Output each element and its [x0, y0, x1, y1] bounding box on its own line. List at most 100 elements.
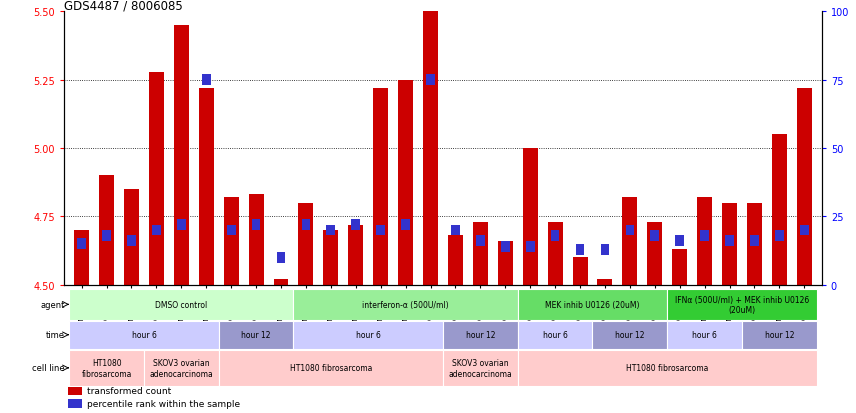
Bar — [626, 225, 634, 236]
Bar — [448, 236, 463, 285]
Text: hour 12: hour 12 — [466, 330, 495, 339]
Bar — [423, 12, 438, 285]
Bar — [218, 350, 443, 386]
Bar — [74, 230, 89, 285]
Bar — [550, 230, 560, 241]
Text: SKOV3 ovarian
adenocarcinoma: SKOV3 ovarian adenocarcinoma — [449, 358, 512, 377]
Bar — [301, 220, 310, 230]
Text: MEK inhib U0126 (20uM): MEK inhib U0126 (20uM) — [545, 300, 639, 309]
Bar — [373, 89, 388, 285]
Bar — [199, 89, 214, 285]
Bar — [69, 350, 144, 386]
Bar — [124, 190, 139, 285]
Bar — [597, 280, 612, 285]
Bar — [276, 252, 285, 263]
Bar — [274, 280, 288, 285]
Bar — [443, 321, 518, 349]
Bar — [68, 399, 81, 408]
Bar — [473, 222, 488, 285]
Text: time: time — [45, 330, 65, 339]
Text: HT1080 fibrosarcoma: HT1080 fibrosarcoma — [626, 363, 709, 373]
Text: hour 6: hour 6 — [132, 330, 157, 339]
Bar — [501, 241, 509, 252]
Bar — [697, 198, 712, 285]
Bar — [498, 241, 513, 285]
Bar — [750, 236, 758, 247]
Bar — [68, 387, 81, 395]
Bar — [800, 225, 809, 236]
Text: hour 6: hour 6 — [693, 330, 717, 339]
Bar — [668, 321, 742, 349]
Bar — [772, 135, 787, 285]
Text: agent: agent — [40, 300, 65, 309]
Text: interferon-α (500U/ml): interferon-α (500U/ml) — [362, 300, 449, 309]
Bar — [294, 289, 518, 320]
Text: HT1080 fibrosarcoma: HT1080 fibrosarcoma — [289, 363, 372, 373]
Text: HT1080
fibrosarcoma: HT1080 fibrosarcoma — [81, 358, 132, 377]
Bar — [426, 75, 435, 86]
Text: hour 12: hour 12 — [615, 330, 645, 339]
Bar — [149, 72, 163, 285]
Bar — [326, 225, 336, 236]
Bar — [518, 321, 592, 349]
Text: transformed count: transformed count — [87, 387, 171, 395]
Bar — [647, 222, 663, 285]
Bar — [443, 350, 518, 386]
Bar — [518, 289, 668, 320]
Text: hour 12: hour 12 — [241, 330, 270, 339]
Bar — [128, 236, 136, 247]
Bar — [401, 220, 410, 230]
Bar — [69, 321, 218, 349]
Bar — [223, 198, 239, 285]
Bar — [651, 230, 659, 241]
Bar — [518, 350, 817, 386]
Bar — [797, 89, 811, 285]
Bar — [742, 321, 817, 349]
Bar — [294, 321, 443, 349]
Bar — [601, 244, 609, 255]
Text: hour 6: hour 6 — [543, 330, 568, 339]
Bar — [152, 225, 161, 236]
Bar — [668, 289, 817, 320]
Bar — [377, 225, 385, 236]
Text: GDS4487 / 8006085: GDS4487 / 8006085 — [64, 0, 183, 12]
Text: hour 12: hour 12 — [764, 330, 794, 339]
Bar — [526, 241, 534, 252]
Bar — [174, 26, 189, 285]
Bar — [700, 230, 709, 241]
Bar — [102, 230, 111, 241]
Bar — [672, 249, 687, 285]
Bar — [299, 203, 313, 285]
Bar — [77, 239, 86, 249]
Text: cell line: cell line — [32, 363, 65, 373]
Bar — [348, 225, 363, 285]
Bar — [523, 149, 538, 285]
Bar — [725, 236, 734, 247]
Bar — [99, 176, 114, 285]
Bar — [592, 321, 668, 349]
Text: percentile rank within the sample: percentile rank within the sample — [87, 399, 240, 408]
Bar — [747, 203, 762, 285]
Bar — [69, 289, 294, 320]
Text: DMSO control: DMSO control — [155, 300, 207, 309]
Bar — [622, 198, 638, 285]
Bar — [248, 195, 264, 285]
Bar — [252, 220, 260, 230]
Text: IFNα (500U/ml) + MEK inhib U0126
(20uM): IFNα (500U/ml) + MEK inhib U0126 (20uM) — [675, 295, 809, 314]
Bar — [675, 236, 684, 247]
Bar — [218, 321, 294, 349]
Bar — [177, 220, 186, 230]
Bar — [775, 230, 784, 241]
Bar — [398, 81, 413, 285]
Bar — [576, 244, 585, 255]
Bar — [476, 236, 484, 247]
Bar — [352, 220, 360, 230]
Bar — [227, 225, 235, 236]
Bar — [202, 75, 211, 86]
Bar — [573, 258, 587, 285]
Bar — [144, 350, 218, 386]
Bar — [324, 230, 338, 285]
Bar — [548, 222, 562, 285]
Bar — [451, 225, 460, 236]
Bar — [722, 203, 737, 285]
